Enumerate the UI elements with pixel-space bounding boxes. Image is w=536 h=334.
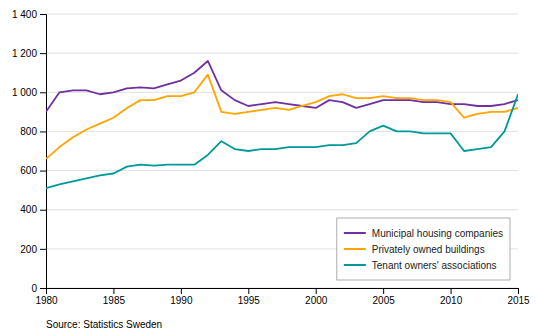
- tick-mark: [451, 288, 452, 294]
- tick: 400: [20, 204, 46, 215]
- tick-label: 800: [20, 126, 37, 137]
- legend-swatch: [344, 232, 366, 234]
- grid-line: [46, 14, 518, 15]
- legend-label: Municipal housing companies: [372, 228, 503, 239]
- plot-area: [46, 61, 518, 188]
- tick-mark: [383, 288, 384, 294]
- tick: 1990: [170, 288, 193, 306]
- tick-label: 1985: [103, 295, 126, 306]
- legend-item: Tenant owners' associations: [344, 260, 497, 271]
- axis-line: [47, 289, 519, 295]
- tick-label: 1980: [35, 295, 58, 306]
- tick-mark: [40, 131, 46, 132]
- tick-mark: [40, 14, 46, 15]
- line: [46, 61, 518, 112]
- legend: Municipal housing companies Privately own…: [337, 218, 510, 280]
- tick-mark: [40, 288, 46, 289]
- tick: 1 400: [12, 9, 46, 20]
- chart: 1980 1985 1990 1995 2000 2005 2010 2015 0 200 400 6…: [0, 0, 536, 334]
- tick-mark: [40, 210, 46, 211]
- grid: [46, 14, 518, 288]
- tick-mark: [40, 92, 46, 93]
- tick-mark: [40, 53, 46, 54]
- grid-line: [46, 209, 518, 210]
- tick-mark: [113, 288, 114, 294]
- legend-label: Tenant owners' associations: [372, 260, 497, 271]
- legend-frame: [337, 218, 510, 280]
- x-axis: 1980 1985 1990 1995 2000 2005 2010 2015: [35, 288, 530, 306]
- grid-line: [46, 53, 518, 54]
- tick-label: 1 400: [12, 9, 37, 20]
- tick: 2000: [305, 288, 328, 306]
- tick-label: 2015: [507, 295, 530, 306]
- tick: 1985: [103, 288, 126, 306]
- tick: 1 000: [12, 87, 46, 98]
- tick-label: 1995: [238, 295, 261, 306]
- tick-mark: [40, 171, 46, 172]
- tick-mark: [518, 288, 519, 294]
- tick-label: 1 200: [12, 48, 37, 59]
- line: [46, 75, 518, 159]
- tick-label: 2005: [373, 295, 396, 306]
- tick-label: 600: [20, 165, 37, 176]
- tick-label: 0: [31, 283, 37, 294]
- tick: 800: [20, 126, 46, 137]
- tick-label: 1 000: [12, 87, 37, 98]
- tick: 2005: [373, 288, 396, 306]
- tick: 1 200: [12, 48, 46, 59]
- tick-label: 2010: [440, 295, 463, 306]
- tick-label: 1990: [170, 295, 193, 306]
- tick-mark: [181, 288, 182, 294]
- tick-mark: [316, 288, 317, 294]
- tick-mark: [40, 249, 46, 250]
- legend-label: Privately owned buildings: [372, 244, 485, 255]
- tick-label: 200: [20, 244, 37, 255]
- axis-line: [40, 15, 47, 289]
- grid-line: [46, 131, 518, 132]
- tick-label: 400: [20, 204, 37, 215]
- tick-mark: [248, 288, 249, 294]
- tick: 0: [31, 283, 46, 294]
- legend-swatch: [344, 248, 366, 250]
- legend-swatch: [344, 264, 366, 266]
- y-axis: 0 200 400 600 800 1 000 1 200 1 400: [12, 9, 47, 294]
- tick: 200: [20, 244, 46, 255]
- tick: 1995: [238, 288, 261, 306]
- annotation: Source: Statistics Sweden: [46, 319, 162, 330]
- line: [46, 94, 518, 188]
- tick: 2010: [440, 288, 463, 306]
- legend-item: Municipal housing companies: [344, 228, 503, 239]
- tick: 2015: [507, 288, 530, 306]
- tick-label: 2000: [305, 295, 328, 306]
- tick: 1980: [35, 288, 58, 306]
- legend-item: Privately owned buildings: [344, 244, 485, 255]
- tick: 600: [20, 165, 46, 176]
